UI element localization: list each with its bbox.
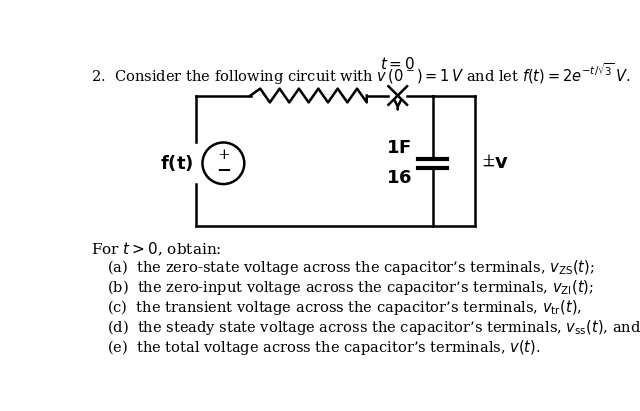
Text: $\mathbf{f(t)}$: $\mathbf{f(t)}$ <box>160 153 193 173</box>
Text: +: + <box>481 152 495 169</box>
Text: (d)  the steady state voltage across the capacitor’s terminals, $v_{\mathrm{ss}}: (d) the steady state voltage across the … <box>107 318 640 337</box>
Text: $t = 0$: $t = 0$ <box>380 56 415 72</box>
Text: For $t > 0$, obtain:: For $t > 0$, obtain: <box>91 241 221 259</box>
Text: −: − <box>216 162 231 180</box>
Text: (e)  the total voltage across the capacitor’s terminals, $v(t)$.: (e) the total voltage across the capacit… <box>107 338 541 357</box>
Text: 2.  Consider the following circuit with $v\,(0^-) = 1\,V$ and let $f(t) = 2e^{-t: 2. Consider the following circuit with $… <box>91 62 630 87</box>
Text: $\mathit{\mathbf{v}}$: $\mathit{\mathbf{v}}$ <box>494 154 508 172</box>
Text: $\mathbf{1F}$: $\mathbf{1F}$ <box>387 139 412 157</box>
Text: (c)  the transient voltage across the capacitor’s terminals, $v_{\mathrm{tr}}(t): (c) the transient voltage across the cap… <box>107 298 582 317</box>
Text: $\mathbf{16}$: $\mathbf{16}$ <box>386 169 412 187</box>
Text: +: + <box>217 148 230 162</box>
Text: (b)  the zero-input voltage across the capacitor’s terminals, $v_{\mathrm{ZI}}(t: (b) the zero-input voltage across the ca… <box>107 278 594 297</box>
Text: (a)  the zero-state voltage across the capacitor’s terminals, $v_{\mathrm{ZS}}(t: (a) the zero-state voltage across the ca… <box>107 258 595 277</box>
Text: −: − <box>481 158 495 175</box>
